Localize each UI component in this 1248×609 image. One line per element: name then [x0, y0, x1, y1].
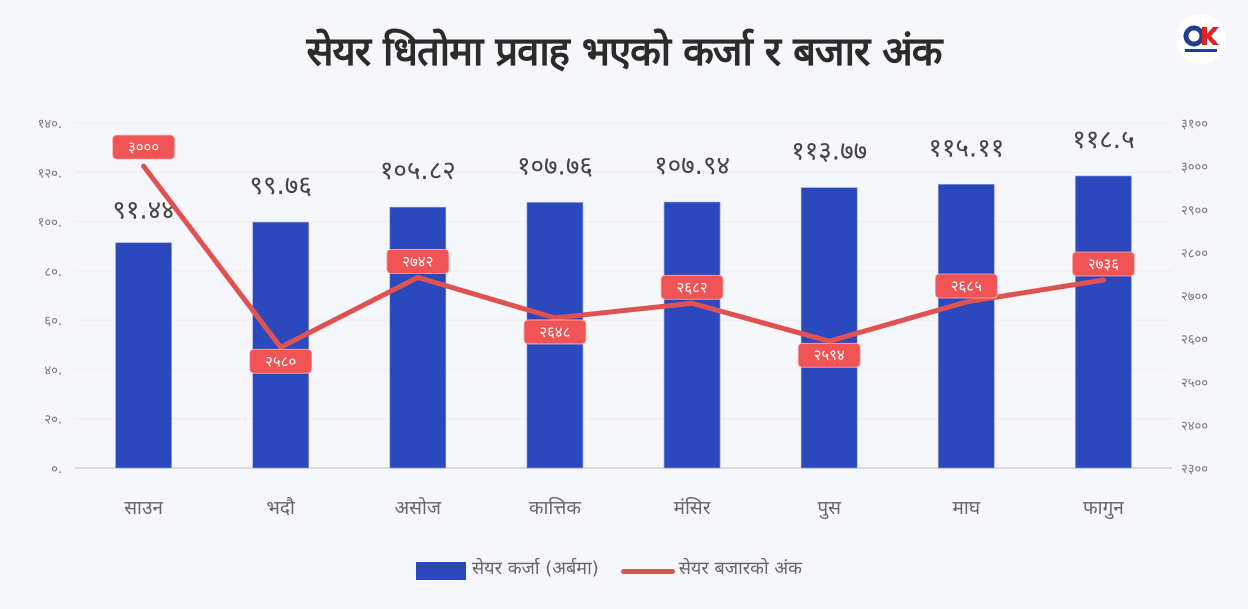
line-series	[141, 163, 1106, 350]
bar	[115, 242, 172, 469]
left-tick-label: १००.	[38, 216, 62, 231]
label-text: २७४२	[402, 252, 433, 270]
bar	[1075, 175, 1132, 469]
label-text: २७३६	[1088, 255, 1119, 273]
onlinekhabar-logo	[1176, 14, 1226, 64]
legend-bar-swatch	[416, 562, 466, 580]
label-box	[523, 319, 587, 345]
label-text: ३०००	[128, 138, 159, 156]
right-tick-label: ३०००	[1181, 160, 1208, 175]
bar-value-label: ९९.७६	[250, 171, 312, 201]
line-value-label: २६४८	[523, 319, 587, 345]
right-tick-label: ३१००	[1181, 117, 1208, 132]
bar-value-label: १०७.७६	[517, 151, 593, 181]
legend-label-index: सेयर बजारको अंक	[678, 558, 802, 579]
bar-value-label: ९१.४४	[112, 196, 174, 226]
label-text: २६८५	[951, 277, 982, 295]
right-tick-label: २८००	[1181, 246, 1208, 261]
line-value-label: २६८५	[934, 273, 998, 299]
label-box	[797, 342, 861, 368]
legend-line-swatch	[620, 568, 675, 574]
right-tick-label: २६००	[1181, 333, 1208, 348]
legend: सेयर कर्जा (अर्बमा) सेयर बजारको अंक	[416, 555, 802, 581]
line-value-label: २५९४	[797, 342, 861, 368]
left-tick-label: ६०.	[44, 314, 62, 329]
right-tick-label: २३००	[1181, 462, 1208, 477]
line-value-label: २७३६	[1072, 251, 1135, 277]
x-axis-labels: साउन भदौ असोज कात्तिक मंसिर पुस माघ फागुन	[124, 496, 1124, 520]
line-value-label: २७४२	[386, 248, 450, 274]
label-box	[249, 348, 313, 374]
bar-value-label: १०७.९४	[654, 151, 730, 181]
left-tick-label: ४०.	[44, 363, 62, 378]
left-tick-label: २०.	[44, 413, 62, 428]
bars	[115, 175, 1132, 469]
line-value-label: २५८०	[249, 348, 313, 374]
line-value-label: २६८२	[660, 274, 724, 300]
left-tick-label: १४०.	[38, 117, 62, 132]
label-box	[934, 273, 998, 299]
label-text: २५९४	[814, 346, 845, 364]
label-box	[112, 134, 175, 160]
x-axis-label: असोज	[395, 496, 442, 519]
x-axis-label: साउन	[124, 497, 163, 519]
label-text: २६८२	[676, 278, 707, 296]
legend-label-loan: सेयर कर्जा (अर्बमा)	[472, 558, 599, 579]
bar	[800, 187, 858, 469]
left-tick-label: ८०.	[44, 265, 62, 280]
left-tick-label: ०.	[51, 462, 62, 477]
x-axis-label: माघ	[953, 497, 981, 519]
left-axis-ticks: ०. २०. ४०. ६०. ८०. १००. १२०. १४०.	[38, 117, 62, 477]
bar	[389, 206, 447, 469]
bar	[938, 184, 995, 469]
chart-title: सेयर धितोमा प्रवाह भएको कर्जा र बजार अंक	[306, 29, 942, 75]
right-tick-label: २७००	[1181, 290, 1208, 305]
label-box	[1072, 251, 1135, 277]
bar-value-label: १०५.८२	[380, 156, 456, 186]
right-tick-label: २४००	[1181, 419, 1208, 434]
bar-value-label: ११५.११	[928, 133, 1004, 163]
right-axis-ticks: २३०० २४०० २५०० २६०० २७०० २८०० २९०० ३००० ३१००	[1181, 117, 1208, 477]
label-box	[386, 248, 450, 274]
left-tick-label: १२०.	[38, 166, 62, 181]
line-value-labels: ३००० २५८० २७४२ २६४८ २६८२ २५९४ २६८५ २७३६	[112, 134, 1135, 374]
right-tick-label: २९००	[1181, 203, 1208, 218]
bar-value-label: ११३.७७	[791, 137, 867, 167]
label-box	[660, 274, 724, 300]
x-axis-label: मंसिर	[674, 496, 712, 519]
right-tick-label: २५००	[1181, 376, 1208, 391]
bar-value-labels: ९१.४४ ९९.७६ १०५.८२ १०७.७६ १०७.९४ ११३.७७ ११५.११…	[112, 125, 1134, 226]
x-axis-label: पुस	[817, 497, 842, 520]
bar-value-label: ११८.५	[1072, 125, 1134, 155]
line-value-label: ३०००	[112, 134, 175, 160]
line-path	[141, 163, 1106, 350]
x-axis-label: भदौ	[267, 496, 296, 519]
label-text: २६४८	[539, 323, 570, 341]
x-axis-label: कात्तिक	[529, 496, 582, 519]
x-axis-label: फागुन	[1083, 497, 1124, 520]
bar	[663, 201, 721, 469]
label-text: २५८०	[265, 352, 296, 370]
